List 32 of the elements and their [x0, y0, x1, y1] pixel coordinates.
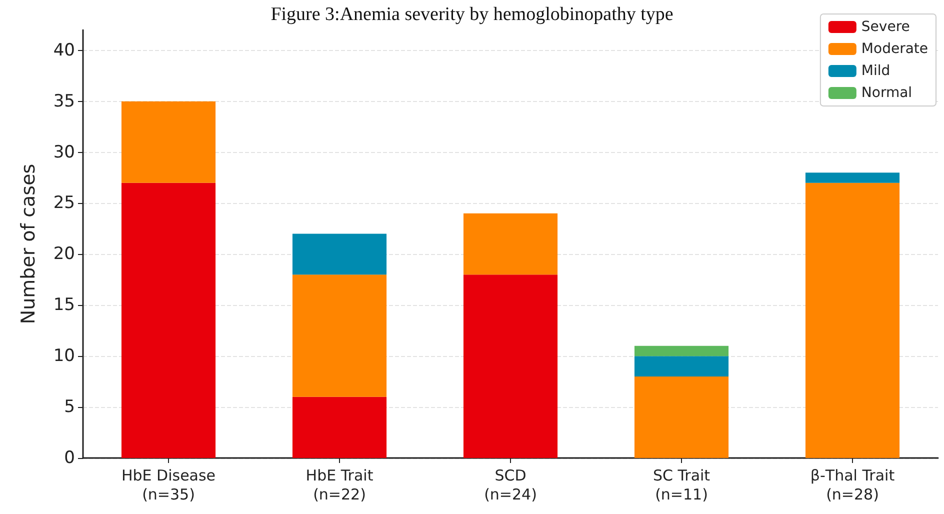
y-axis-title: Number of cases: [18, 164, 40, 324]
bar: [634, 346, 729, 356]
y-tick-label: 15: [53, 295, 75, 316]
x-tick-label: SC Trait (n=11): [652, 466, 710, 504]
y-tick-label: 30: [53, 142, 75, 162]
chart-title: Figure 3:Anemia severity by hemoglobinopathy type: [270, 4, 674, 25]
bar: [292, 234, 387, 275]
bar: [805, 182, 900, 458]
y-tick-label: 0: [64, 448, 75, 468]
bar: [463, 213, 558, 275]
x-tick-label: HbE Disease (n=35): [121, 466, 216, 504]
legend-label: Mild: [861, 63, 890, 79]
y-tick-label: 10: [53, 346, 75, 366]
legend-label: Moderate: [861, 41, 928, 57]
legend-label: Severe: [861, 19, 910, 35]
bar: [634, 376, 729, 458]
bar: [634, 356, 729, 376]
bar: [292, 274, 387, 397]
bar: [121, 182, 216, 458]
bar: [463, 274, 558, 458]
bar: [292, 396, 387, 458]
bar: [121, 101, 216, 183]
x-tick-label: HbE Trait (n=22): [306, 466, 374, 504]
y-tick-label: 20: [53, 244, 75, 264]
y-tick-label: 25: [53, 193, 75, 214]
y-tick-label: 5: [64, 397, 75, 418]
legend-label: Normal: [861, 85, 912, 101]
x-tick-label: SCD (n=24): [484, 466, 537, 504]
y-tick-label: 40: [53, 40, 75, 60]
y-tick-label: 35: [53, 91, 75, 112]
x-tick-label: β-Thal Trait (n=28): [810, 466, 895, 504]
bar: [805, 172, 900, 183]
